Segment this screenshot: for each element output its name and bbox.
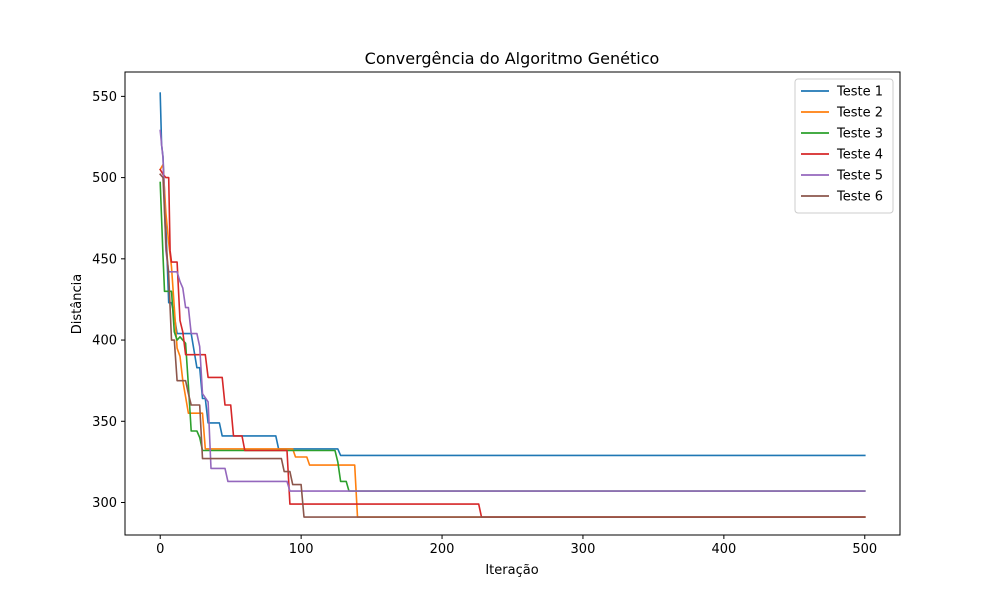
series-line-6 bbox=[159, 173, 866, 518]
y-tick-label: 400 bbox=[92, 334, 117, 349]
legend-label: Teste 6 bbox=[836, 190, 883, 205]
x-axis: 0 100 200 300 400 500 bbox=[156, 535, 877, 557]
series-line-3 bbox=[159, 181, 866, 492]
y-tick-label: 300 bbox=[92, 496, 117, 511]
y-tick-label: 450 bbox=[92, 252, 117, 267]
legend-label: Teste 2 bbox=[836, 106, 883, 121]
x-tick-label: 400 bbox=[711, 542, 736, 557]
legend-label: Teste 4 bbox=[836, 148, 883, 163]
series-line-4 bbox=[159, 168, 866, 518]
series-line-5 bbox=[159, 129, 866, 492]
legend-label: Teste 3 bbox=[836, 127, 883, 142]
legend-label: Teste 5 bbox=[836, 169, 883, 184]
series-line-2 bbox=[159, 163, 866, 518]
plot-frame bbox=[124, 71, 901, 536]
legend: Teste 1 Teste 2 Teste 3 Teste 4 Teste 5 Teste… bbox=[794, 78, 894, 214]
legend-label: Teste 1 bbox=[836, 85, 883, 100]
y-axis-label: Distância bbox=[70, 274, 85, 334]
x-tick-label: 300 bbox=[571, 542, 596, 557]
y-axis: 300 350 400 450 500 550 bbox=[92, 90, 125, 511]
x-tick-label: 500 bbox=[852, 542, 877, 557]
y-tick-label: 550 bbox=[92, 90, 117, 105]
x-tick-label: 200 bbox=[430, 542, 455, 557]
x-axis-label: Iteração bbox=[485, 563, 538, 578]
x-tick-label: 0 bbox=[156, 542, 164, 557]
plot-area bbox=[159, 92, 866, 518]
y-tick-label: 350 bbox=[92, 415, 117, 430]
chart-title: Convergência do Algoritmo Genético bbox=[365, 49, 660, 68]
x-tick-label: 100 bbox=[289, 542, 314, 557]
y-tick-label: 500 bbox=[92, 171, 117, 186]
